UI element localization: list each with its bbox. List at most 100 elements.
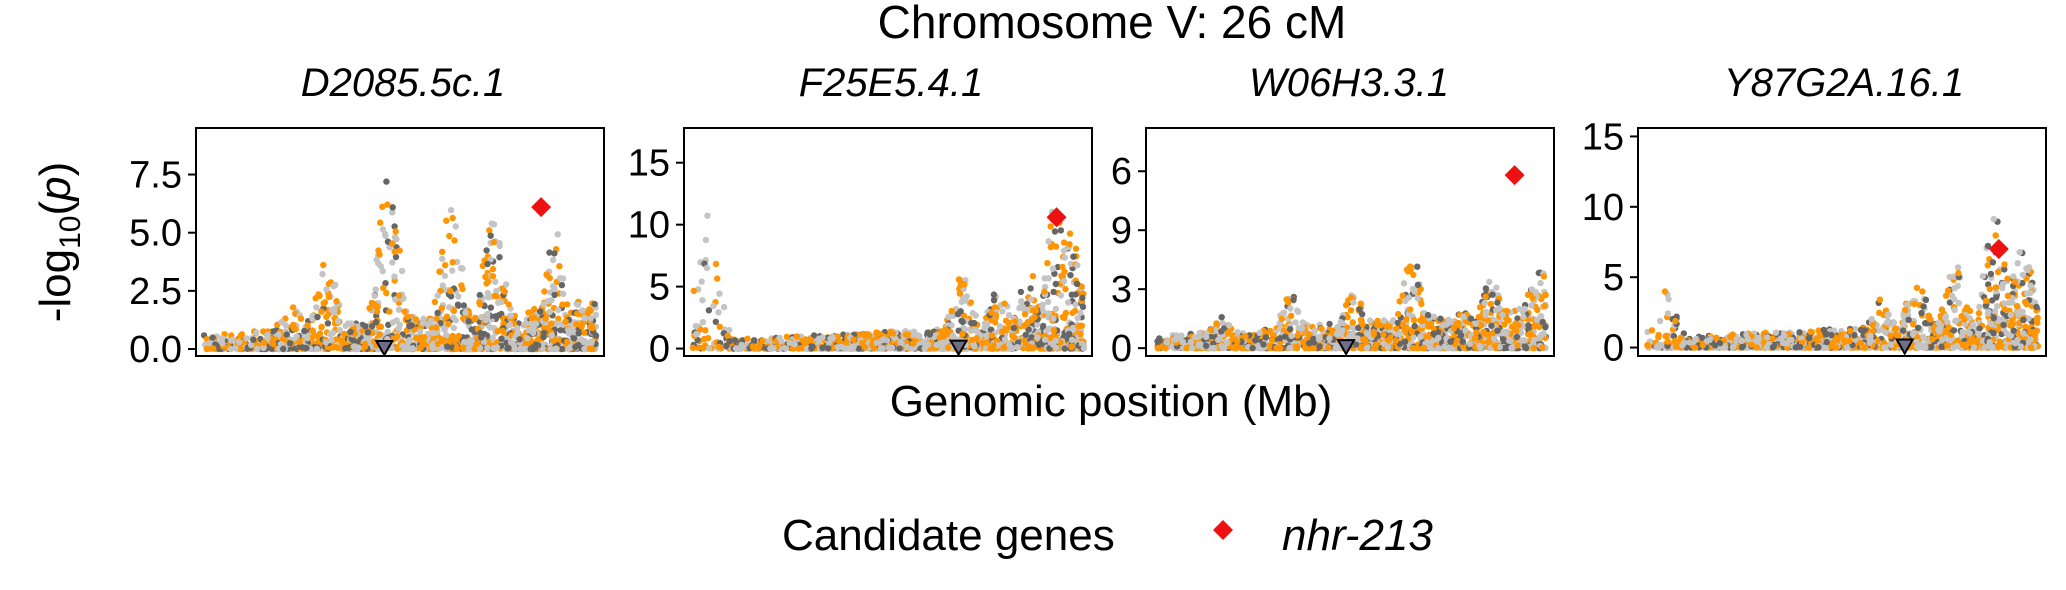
snp-point [1074, 262, 1081, 269]
snp-point [1347, 307, 1355, 314]
snp-point [299, 344, 306, 351]
snp-point [570, 335, 578, 342]
snp-point [328, 306, 335, 314]
snp-point [574, 301, 582, 308]
snp-point [1399, 292, 1406, 299]
snp-point [1499, 336, 1507, 343]
snp-point [412, 334, 420, 342]
snp-point [1001, 300, 1008, 307]
snp-point [1352, 341, 1360, 348]
snp-point [933, 341, 941, 349]
snp-point [449, 259, 456, 266]
snp-point [504, 345, 511, 352]
snp-point [1414, 281, 1422, 289]
snp-point [1476, 342, 1483, 349]
snp-point [1163, 339, 1171, 346]
snp-point [513, 325, 521, 332]
snp-point [1072, 291, 1079, 298]
snp-point [716, 323, 723, 330]
snp-point [1232, 336, 1239, 343]
snp-point [1072, 245, 1080, 252]
snp-point [873, 329, 880, 336]
panel-title: D2085.5c.1 [301, 61, 506, 105]
snp-point [1011, 318, 1019, 325]
snp-point [445, 320, 452, 328]
snp-point [433, 315, 440, 323]
snp-point [981, 324, 988, 331]
snp-point [1279, 310, 1287, 317]
snp-point [1482, 311, 1489, 319]
snp-point [702, 236, 710, 244]
snp-point [507, 312, 514, 319]
snp-point [703, 264, 711, 272]
snp-point [776, 334, 783, 341]
snp-point [493, 293, 500, 300]
snp-point [889, 330, 897, 337]
snp-point [793, 333, 801, 340]
snp-point [1266, 343, 1273, 350]
snp-point [825, 345, 832, 352]
snp-point [421, 334, 428, 341]
snp-point [484, 310, 491, 318]
snp-point [478, 334, 485, 341]
snp-point [1399, 321, 1407, 329]
snp-point [434, 292, 441, 299]
snp-point [938, 345, 945, 352]
snp-point [1457, 332, 1465, 339]
snp-point [434, 309, 441, 316]
snp-point [382, 280, 389, 287]
snp-point [417, 344, 424, 351]
snp-point [401, 308, 408, 315]
snp-point [444, 343, 451, 350]
snp-point [815, 335, 822, 343]
snp-point [1875, 327, 1882, 334]
snp-point [1392, 337, 1400, 344]
snp-point [361, 343, 369, 351]
snp-point [1009, 332, 1016, 339]
snp-point [1384, 344, 1392, 351]
snp-point [293, 333, 300, 340]
snp-point [902, 331, 910, 339]
snp-point [1311, 327, 1319, 334]
snp-point [530, 314, 538, 321]
snp-point [1306, 340, 1313, 347]
snp-point [968, 320, 975, 327]
snp-point [1293, 343, 1301, 350]
snp-point [690, 287, 697, 295]
snp-point [1067, 272, 1074, 279]
snp-point [983, 339, 991, 346]
snp-point [489, 334, 496, 341]
snp-point [1073, 280, 1081, 288]
snp-point [879, 345, 886, 352]
snp-point [988, 317, 995, 324]
snp-point [280, 345, 287, 353]
snp-point [253, 329, 260, 336]
snp-point [1350, 299, 1357, 306]
snp-point [1057, 227, 1065, 234]
y-tick-label: 5.0 [129, 213, 182, 255]
snp-point [384, 201, 391, 208]
snp-point [1178, 332, 1185, 339]
snp-point [1027, 285, 1034, 292]
snp-point [1045, 310, 1053, 317]
snp-point [1276, 335, 1284, 342]
snp-point [1467, 315, 1475, 322]
snp-point [580, 329, 588, 336]
snp-point [479, 262, 486, 270]
snp-point [546, 308, 553, 316]
snp-point [1049, 265, 1057, 272]
snp-point [1435, 344, 1442, 352]
snp-point [996, 323, 1004, 330]
snp-point [573, 321, 580, 328]
snp-point [219, 335, 226, 342]
snp-point [1300, 338, 1307, 346]
snp-point [1539, 318, 1546, 326]
snp-point [706, 345, 713, 352]
snp-point [1010, 324, 1018, 332]
snp-point [1260, 341, 1267, 348]
snp-point [1278, 315, 1286, 323]
snp-point [1022, 331, 1029, 339]
snp-point [591, 300, 598, 308]
snp-point [376, 251, 383, 258]
